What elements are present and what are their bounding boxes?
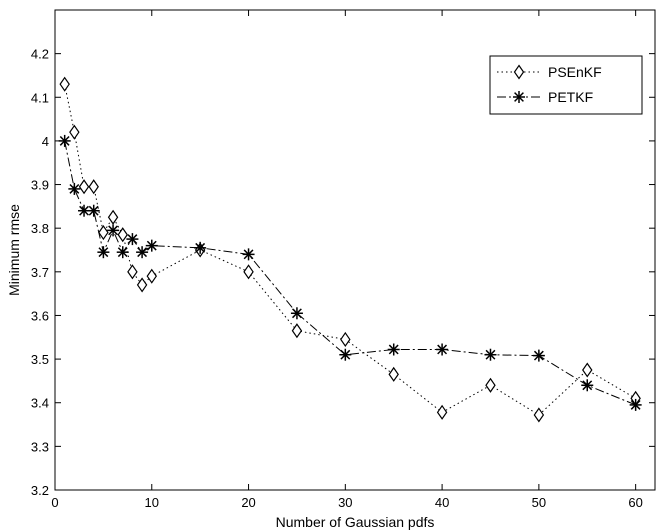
x-tick-label: 10 xyxy=(145,495,159,510)
data-point-psenkf xyxy=(88,179,99,195)
data-point-petkf xyxy=(126,233,139,246)
data-point-psenkf xyxy=(146,268,158,284)
x-tick-label: 60 xyxy=(628,495,642,510)
x-tick-label: 20 xyxy=(241,495,255,510)
y-tick-label: 4.1 xyxy=(31,90,49,105)
data-point-petkf xyxy=(116,246,129,259)
data-point-petkf xyxy=(97,246,110,259)
data-point-petkf xyxy=(87,204,100,217)
data-point-petkf xyxy=(484,348,497,361)
data-point-psenkf xyxy=(582,362,593,378)
data-point-psenkf xyxy=(78,179,90,195)
tick-layer: 0 10 20 30 40 50 60 3.2 3.3 3.4 3.5 3.6 3.7 3.8 3.9 4 4.… xyxy=(31,10,655,510)
series-line-psenkf xyxy=(64,84,636,416)
y-tick-label: 3.8 xyxy=(31,221,49,236)
x-tick-label: 0 xyxy=(51,495,58,510)
data-point-psenkf xyxy=(59,76,70,92)
series-layer xyxy=(58,76,642,423)
data-point-psenkf xyxy=(436,404,448,420)
data-point-petkf xyxy=(387,343,400,356)
data-point-petkf xyxy=(290,307,303,320)
series-line-petkf xyxy=(64,140,636,406)
y-tick-label: 4.2 xyxy=(31,47,49,62)
data-point-petkf xyxy=(136,246,149,259)
data-point-petkf xyxy=(68,182,81,195)
y-tick-label: 3.2 xyxy=(31,483,49,498)
data-point-psenkf xyxy=(291,323,303,339)
x-tick-label: 50 xyxy=(532,495,546,510)
data-point-psenkf xyxy=(340,331,351,348)
data-point-petkf xyxy=(629,398,642,411)
legend-label-petkf: PETKF xyxy=(548,89,593,105)
y-tick-label: 3.3 xyxy=(31,439,49,454)
data-point-petkf xyxy=(145,239,158,252)
x-tick-label: 30 xyxy=(338,495,352,510)
data-point-psenkf xyxy=(136,277,148,293)
plot-frame xyxy=(54,9,656,491)
y-tick-label: 3.9 xyxy=(31,178,49,193)
data-point-petkf xyxy=(436,343,449,356)
data-point-petkf xyxy=(242,248,255,261)
data-point-petkf xyxy=(194,241,207,254)
x-tick-label: 40 xyxy=(435,495,449,510)
y-tick-label: 3.4 xyxy=(31,396,49,411)
data-point-psenkf xyxy=(243,264,254,280)
data-point-psenkf xyxy=(98,224,109,241)
y-tick-label: 4 xyxy=(42,134,49,149)
y-tick-label: 3.6 xyxy=(31,308,49,323)
legend-box xyxy=(489,55,643,115)
data-point-psenkf xyxy=(127,264,138,280)
y-axis-label: Minimum rmse xyxy=(6,204,22,296)
legend-marker-petkf xyxy=(513,91,525,103)
data-point-psenkf xyxy=(485,377,496,393)
legend-entries: PSEnKF PETKF xyxy=(497,64,602,105)
data-point-petkf xyxy=(581,379,594,392)
data-point-petkf xyxy=(107,224,120,237)
data-point-psenkf xyxy=(69,124,80,140)
legend-label-psenkf: PSEnKF xyxy=(548,64,602,80)
data-point-psenkf xyxy=(107,209,119,225)
data-point-psenkf xyxy=(533,407,545,423)
data-point-psenkf xyxy=(388,366,399,382)
y-tick-label: 3.5 xyxy=(31,352,49,367)
data-point-petkf xyxy=(532,349,545,362)
legend-marker-psenkf xyxy=(513,64,525,80)
x-axis-label: Number of Gaussian pdfs xyxy=(276,514,435,530)
y-tick-label: 3.7 xyxy=(31,265,49,280)
data-point-petkf xyxy=(339,348,352,361)
data-point-psenkf xyxy=(117,227,128,243)
legend: PSEnKF PETKF xyxy=(489,55,643,115)
